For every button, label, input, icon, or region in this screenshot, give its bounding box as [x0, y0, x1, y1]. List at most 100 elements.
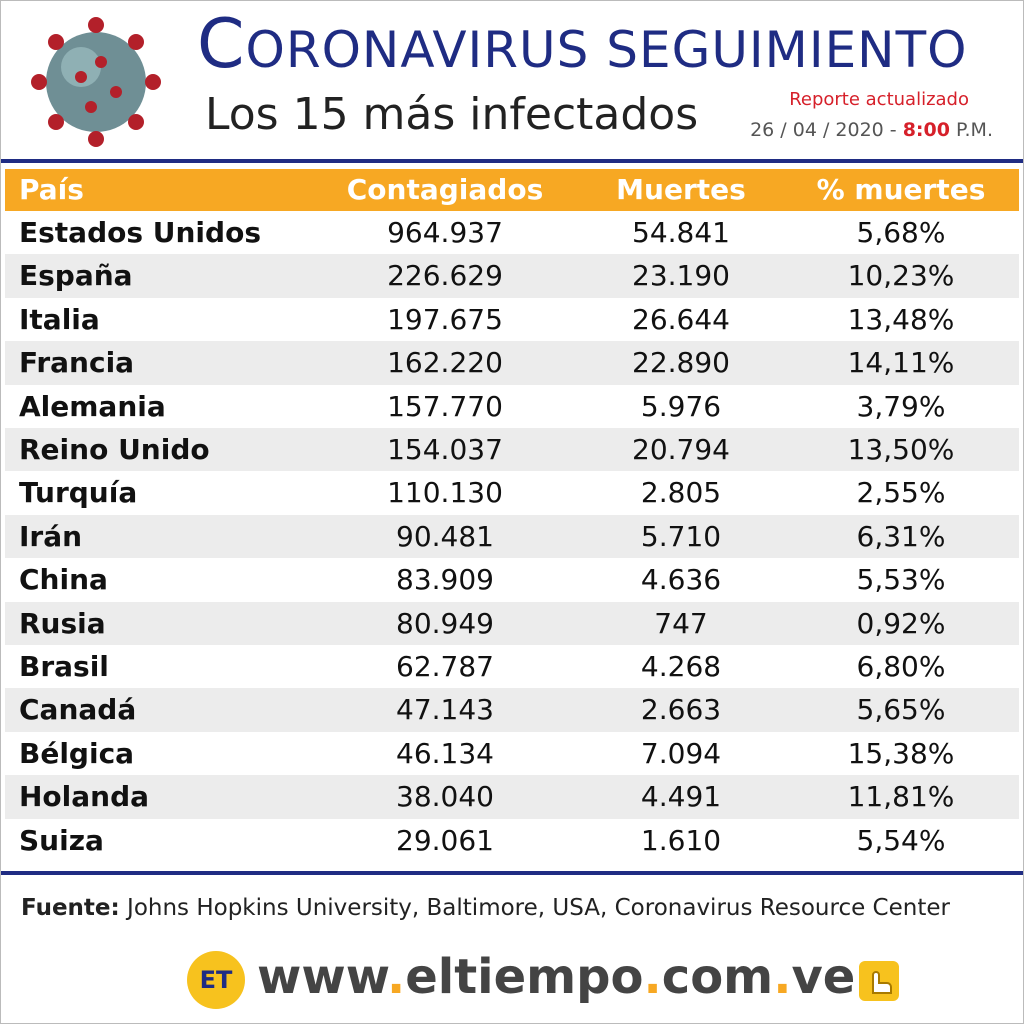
divider — [1, 871, 1023, 875]
table-row: Canadá 47.143 2.663 5,65% — [5, 688, 1019, 732]
table-row: Reino Unido 154.037 20.794 13,50% — [5, 428, 1019, 472]
table-cell: Estados Unidos — [19, 216, 261, 249]
table-cell: 2.805 — [640, 476, 722, 510]
table-cell: 5.710 — [640, 519, 722, 553]
table-row: Irán 90.481 5.710 6,31% — [5, 514, 1019, 559]
table-cell: 226.629 — [387, 259, 503, 293]
table-row: Italia 197.675 26.644 13,48% — [5, 297, 1019, 342]
table-row: Suiza 29.061 1.610 5,54% — [5, 818, 1019, 862]
divider — [1, 159, 1023, 163]
table-cell: 6,80% — [856, 650, 946, 683]
table-cell: 46.134 — [396, 736, 494, 770]
table-cell: 2.663 — [640, 693, 722, 727]
table-cell: Brasil — [19, 650, 109, 683]
table-cell: 47.143 — [396, 693, 494, 727]
website-part: . — [773, 949, 792, 1005]
table-cell: 23.190 — [632, 259, 730, 293]
table-cell: 26.644 — [632, 302, 730, 336]
website-part: ve — [791, 949, 856, 1005]
table-cell: 14,11% — [847, 346, 955, 380]
table-row: Alemania 157.770 5.976 3,79% — [5, 384, 1019, 428]
report-date: 26 / 04 / 2020 - 8:00 P.M. — [750, 119, 993, 141]
table-row: Bélgica 46.134 7.094 15,38% — [5, 731, 1019, 776]
table-header: País Contagiados Muertes % muertes — [5, 169, 1019, 211]
table-cell: España — [19, 259, 133, 293]
table-cell: Rusia — [19, 606, 106, 640]
table-cell: 22.890 — [632, 346, 730, 380]
table-cell: 964.937 — [387, 216, 503, 249]
table-cell: 38.040 — [396, 780, 494, 814]
website-part: www — [257, 949, 387, 1005]
table-cell: 29.061 — [396, 823, 494, 857]
website-part: . — [386, 949, 406, 1005]
date: 26 / 04 / 2020 - — [750, 119, 897, 141]
table-cell: Canadá — [19, 693, 137, 727]
table-cell: 5,53% — [856, 563, 946, 597]
column-header: Contagiados — [346, 173, 544, 206]
table-cell: 4.268 — [640, 650, 722, 683]
table-cell: 5,68% — [856, 216, 946, 249]
table-row: China 83.909 4.636 5,53% — [5, 558, 1019, 602]
click-icon — [859, 961, 899, 1001]
meridiem: P.M. — [956, 119, 993, 141]
table-cell: 157.770 — [387, 389, 503, 423]
source: Fuente: Johns Hopkins University, Baltim… — [21, 895, 950, 921]
table-cell: China — [19, 563, 108, 597]
table-cell: Bélgica — [19, 736, 135, 770]
column-header: Muertes — [616, 173, 746, 206]
website-part: com — [661, 949, 774, 1005]
table-cell: 6,31% — [856, 519, 946, 553]
column-header: País — [19, 173, 84, 206]
table-cell: Turquía — [19, 476, 138, 510]
table-cell: 5,54% — [856, 823, 946, 857]
time: 8:00 — [902, 119, 950, 141]
table-cell: Irán — [19, 519, 83, 553]
table-cell: 197.675 — [387, 302, 503, 336]
table-cell: 1.610 — [640, 823, 722, 857]
table-cell: Italia — [19, 302, 100, 336]
table-cell: 747 — [654, 606, 708, 640]
table-row: España 226.629 23.190 10,23% — [5, 254, 1019, 298]
table-cell: 4.636 — [640, 563, 722, 597]
table-cell: 2,55% — [856, 476, 946, 510]
table-row: Francia 162.220 22.890 14,11% — [5, 341, 1019, 385]
table-cell: 4.491 — [640, 780, 722, 814]
table-cell: Holanda — [19, 780, 150, 814]
table-cell: 5.976 — [640, 389, 722, 423]
virus-icon — [31, 17, 161, 147]
table-cell: 10,23% — [847, 259, 955, 293]
website-part: eltiempo — [405, 949, 644, 1005]
column-header: % muertes — [816, 173, 986, 206]
table-row: Rusia 80.949 747 0,92% — [5, 601, 1019, 645]
table-cell: 3,79% — [856, 389, 946, 423]
table-cell: 80.949 — [396, 606, 494, 640]
table-cell: 83.909 — [396, 563, 494, 597]
table-cell: Reino Unido — [19, 433, 210, 466]
subtitle: Los 15 más infectados — [205, 89, 699, 140]
logo: ET — [187, 951, 245, 1009]
table-row: Holanda 38.040 4.491 11,81% — [5, 775, 1019, 819]
table-cell: Alemania — [19, 389, 166, 423]
table-cell: 20.794 — [632, 433, 730, 466]
website: www.eltiempo.com.ve — [257, 949, 855, 1005]
table-cell: 13,48% — [847, 302, 955, 336]
title: CORONAVIRUS SEGUIMIENTO — [197, 5, 968, 84]
table-cell: 5,65% — [856, 693, 946, 727]
website-part: . — [643, 949, 662, 1005]
source-text: Johns Hopkins University, Baltimore, USA… — [127, 895, 950, 921]
table-cell: 110.130 — [387, 476, 503, 510]
table-cell: 15,38% — [847, 736, 955, 770]
table-cell: 162.220 — [387, 346, 503, 380]
table-cell: 54.841 — [632, 216, 730, 249]
table-row: Brasil 62.787 4.268 6,80% — [5, 645, 1019, 689]
table-cell: 11,81% — [847, 780, 955, 814]
table-cell: 0,92% — [856, 606, 946, 640]
table-cell: Francia — [19, 346, 135, 380]
table-cell: 154.037 — [387, 433, 503, 466]
table-cell: Suiza — [19, 823, 104, 857]
table-cell: 62.787 — [396, 650, 494, 683]
table-row: Turquía 110.130 2.805 2,55% — [5, 471, 1019, 515]
table-cell: 13,50% — [847, 433, 955, 466]
table-cell: 7.094 — [640, 736, 722, 770]
